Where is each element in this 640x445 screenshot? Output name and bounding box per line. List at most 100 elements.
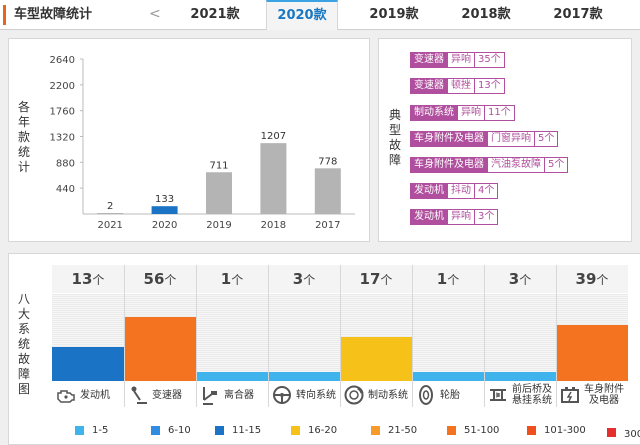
column-divider bbox=[556, 265, 557, 407]
fault-part-label: 发动机 bbox=[410, 209, 448, 225]
system-fault-count-value: 1 bbox=[436, 270, 448, 288]
bar-value-label: 2 bbox=[107, 201, 113, 212]
ylabel-char: 款 bbox=[17, 130, 30, 144]
typical-fault-item[interactable]: 变速器 异响 35个 bbox=[410, 52, 505, 68]
typical-fault-item[interactable]: 制动系统 异响 11个 bbox=[410, 105, 515, 121]
legend-item: 1-5 bbox=[75, 425, 108, 436]
bar bbox=[206, 172, 232, 214]
legend-label: 300以上 bbox=[624, 429, 640, 440]
prev-arrow-icon[interactable]: < bbox=[149, 6, 161, 22]
system-column[interactable]: 13个发动机 bbox=[52, 265, 124, 408]
fault-part-label: 车身附件及电器 bbox=[410, 131, 488, 147]
system-fault-count: 1个 bbox=[412, 265, 484, 293]
system-fault-count-unit: 个 bbox=[92, 273, 105, 287]
tab-2020[interactable]: 2020款 bbox=[266, 0, 338, 30]
fault-count-label: 13个 bbox=[475, 78, 505, 94]
legend-item: 11-15 bbox=[215, 425, 261, 436]
system-name: 发动机 bbox=[52, 382, 124, 408]
x-tick-label: 2021 bbox=[97, 220, 122, 231]
system-fault-bar bbox=[52, 347, 124, 381]
fault-part-label: 车身附件及电器 bbox=[410, 157, 488, 173]
legend-label: 51-100 bbox=[464, 425, 500, 436]
fault-desc-label: 汽油泵故障 bbox=[488, 157, 545, 173]
tire-icon bbox=[419, 385, 433, 405]
system-fault-bar bbox=[124, 317, 196, 381]
clutch-pedal-icon bbox=[203, 387, 217, 405]
system-fault-count: 1个 bbox=[196, 265, 268, 293]
typical-label-char: 型 bbox=[388, 123, 401, 137]
system-label-char: 图 bbox=[17, 382, 30, 396]
fault-count-label: 3个 bbox=[475, 209, 499, 225]
system-fault-count: 3个 bbox=[484, 265, 556, 293]
typical-fault-item[interactable]: 变速器 顿挫 13个 bbox=[410, 78, 505, 94]
system-fault-count-value: 17 bbox=[359, 270, 381, 288]
system-fault-count-unit: 个 bbox=[380, 273, 393, 287]
system-fault-count-unit: 个 bbox=[596, 273, 609, 287]
typical-fault-item[interactable]: 车身附件及电器 汽油泵故障 5个 bbox=[410, 157, 569, 173]
system-fault-bar bbox=[268, 372, 340, 381]
ylabel-char: 各 bbox=[17, 100, 30, 114]
column-divider bbox=[268, 265, 269, 407]
system-fault-bar bbox=[412, 372, 484, 381]
fault-desc-label: 门窗异响 bbox=[488, 131, 535, 147]
tab-2018[interactable]: 2018款 bbox=[461, 7, 511, 22]
fault-part-label: 制动系统 bbox=[410, 105, 458, 121]
bar-value-label: 133 bbox=[155, 194, 174, 205]
typical-faults-panel: 典 型 故 障 变速器 异响 35个 变速器 顿挫 13个 制动系统 异响 11个 车身附件及电器… bbox=[378, 38, 632, 242]
tab-2021[interactable]: 2021款 bbox=[190, 7, 240, 22]
system-label-char: 八 bbox=[17, 292, 30, 306]
legend-swatch bbox=[607, 428, 616, 437]
system-fault-plot bbox=[340, 294, 412, 381]
system-column[interactable]: 1个 离合器 bbox=[196, 265, 268, 408]
legend-swatch bbox=[371, 426, 380, 435]
bar bbox=[260, 143, 287, 214]
y-tick-label: 1760 bbox=[50, 107, 75, 118]
system-fault-count-unit: 个 bbox=[303, 273, 316, 287]
system-name-label: 变速器 bbox=[152, 389, 182, 401]
column-divider bbox=[124, 265, 125, 407]
system-name-line: 及电器 bbox=[589, 395, 619, 406]
typical-fault-item[interactable]: 发动机 抖动 4个 bbox=[410, 183, 499, 199]
system-column[interactable]: 1个轮胎 bbox=[412, 265, 484, 408]
legend-label: 11-15 bbox=[232, 425, 262, 436]
system-name: 变速器 bbox=[124, 382, 196, 408]
typical-fault-item[interactable]: 发动机 异响 3个 bbox=[410, 209, 499, 225]
fault-desc-label: 异响 bbox=[458, 105, 485, 121]
fault-part-label: 发动机 bbox=[410, 183, 448, 199]
system-column[interactable]: 17个制动系统 bbox=[340, 265, 412, 408]
legend-item: 300以上 bbox=[607, 425, 640, 440]
system-fault-count-value: 13 bbox=[71, 270, 93, 288]
system-column[interactable]: 56个 变速器 bbox=[124, 265, 196, 408]
system-name-label: 轮胎 bbox=[440, 389, 460, 401]
system-fault-count-unit: 个 bbox=[231, 273, 244, 287]
system-name-label: 车身附件 及电器 bbox=[584, 384, 624, 406]
system-column[interactable]: 3个 前后桥及 悬挂系统 bbox=[484, 265, 556, 408]
system-name: 轮胎 bbox=[412, 382, 484, 408]
fault-count-label: 11个 bbox=[485, 105, 515, 121]
system-name-label: 转向系统 bbox=[296, 389, 336, 401]
system-label-char: 统 bbox=[17, 337, 30, 351]
system-name: 制动系统 bbox=[340, 382, 412, 408]
ylabel-char: 计 bbox=[17, 160, 30, 174]
system-fault-plot bbox=[52, 294, 124, 381]
system-fault-count-value: 56 bbox=[143, 270, 165, 288]
fault-count-label: 35个 bbox=[475, 52, 505, 68]
legend-swatch bbox=[75, 426, 84, 435]
system-fault-count: 39个 bbox=[556, 265, 628, 293]
typical-fault-item[interactable]: 车身附件及电器 门窗异响 5个 bbox=[410, 131, 559, 147]
page-title: 车型故障统计 bbox=[3, 5, 92, 25]
ylabel-char: 统 bbox=[17, 145, 30, 159]
tab-2017[interactable]: 2017款 bbox=[553, 7, 603, 22]
tab-2019[interactable]: 2019款 bbox=[369, 7, 419, 22]
gear-shift-icon bbox=[131, 386, 147, 404]
system-fault-count: 3个 bbox=[268, 265, 340, 293]
x-tick-label: 2018 bbox=[261, 220, 286, 231]
legend-label: 16-20 bbox=[308, 425, 338, 436]
typical-label-char: 障 bbox=[388, 153, 401, 167]
yearly-bar-chart: 440 880 1320 1760 2200 2640 2 2021 133 2020 711 201… bbox=[50, 55, 355, 231]
system-column[interactable]: 3个转向系统 bbox=[268, 265, 340, 408]
system-column[interactable]: 39个车身附件 及电器 bbox=[556, 265, 628, 408]
system-label-char: 系 bbox=[17, 322, 30, 336]
bar-value-label: 1207 bbox=[261, 131, 286, 142]
legend-swatch bbox=[527, 426, 536, 435]
